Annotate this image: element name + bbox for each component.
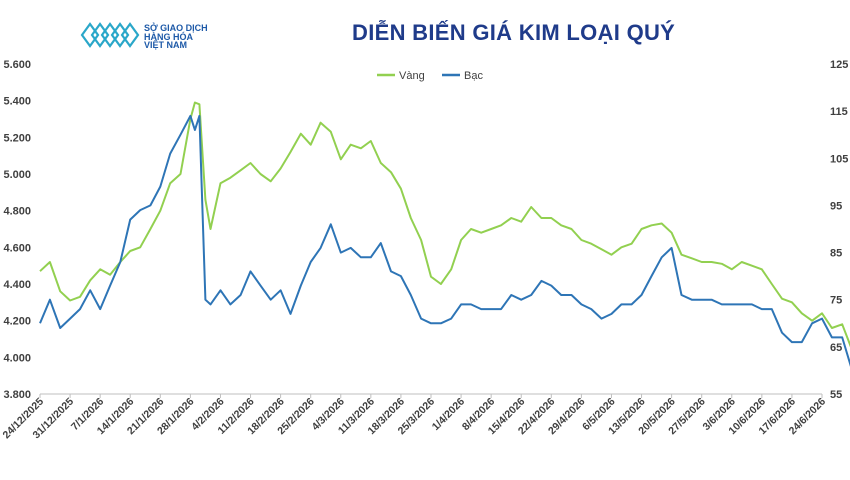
y-left-tick-label: 3.800	[3, 389, 31, 401]
legend-label-gold: Vàng	[399, 70, 425, 82]
y-right-tick-label: 55	[830, 389, 842, 401]
y-left-tick-label: 5.400	[3, 96, 31, 108]
y-right-tick-label: 65	[830, 342, 842, 354]
y-left-tick-label: 5.200	[3, 132, 31, 144]
legend-label-silver: Bạc	[464, 70, 483, 82]
y-right-tick-label: 125	[830, 59, 848, 71]
y-right-tick-label: 95	[830, 200, 842, 212]
y-left-tick-label: 4.400	[3, 279, 31, 291]
logo-line-1: SỞ GIAO DỊCH	[144, 23, 208, 33]
logo	[80, 22, 140, 48]
logo-chevrons-icon	[80, 22, 140, 48]
y-right-tick-label: 105	[830, 153, 848, 165]
page-title: DIỄN BIẾN GIÁ KIM LOẠI QUÝ	[352, 20, 676, 45]
y-left-tick-label: 4.800	[3, 206, 31, 218]
y-right-tick-label: 75	[830, 295, 842, 307]
y-right-tick-label: 85	[830, 248, 842, 260]
y-right-tick-label: 115	[830, 106, 848, 118]
y-left-tick-label: 5.000	[3, 169, 31, 181]
y-left-tick-label: 4.000	[3, 352, 31, 364]
logo-line-2: HÀNG HÓA	[144, 31, 193, 42]
y-left-tick-label: 4.200	[3, 316, 31, 328]
series-line-silver	[39, 114, 850, 367]
y-left-tick-label: 4.600	[3, 242, 31, 254]
logo-text: SỞ GIAO DỊCH HÀNG HÓA VIỆT NAM	[144, 24, 208, 50]
series-line-gold	[39, 101, 850, 348]
y-left-tick-label: 5.600	[3, 59, 31, 71]
logo-line-3: VIỆT NAM	[144, 40, 188, 50]
